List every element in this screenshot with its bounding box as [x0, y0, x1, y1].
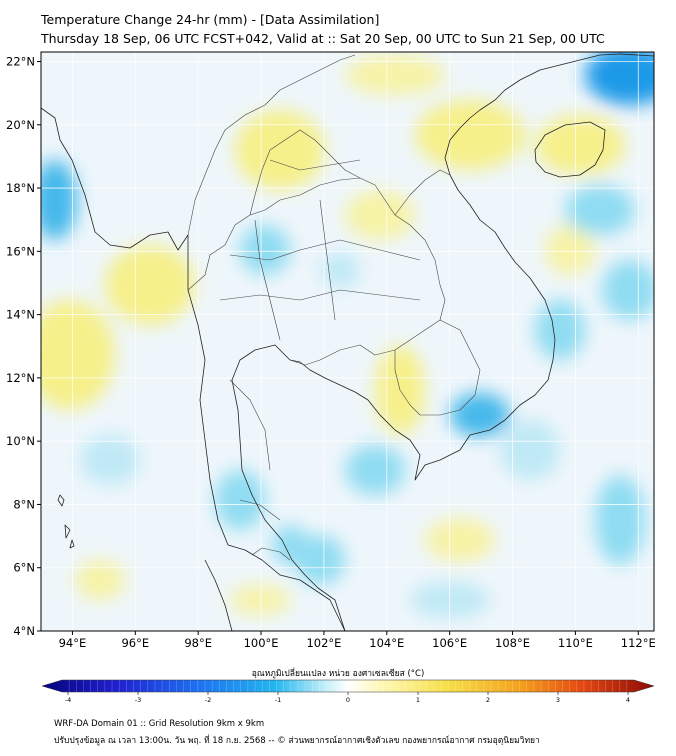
lat-label: 8°N — [13, 497, 35, 511]
lon-label: 100°E — [244, 636, 279, 650]
plot-frame — [40, 51, 655, 632]
province-lines-2 — [219, 289, 421, 301]
lat-label: 20°N — [6, 118, 35, 132]
myanmar-border — [187, 54, 356, 236]
warm-area-scs — [545, 225, 595, 275]
colorbar-tick-label: -1 — [275, 696, 281, 704]
cool-area-scs-south — [500, 420, 560, 480]
latitude-axis: 22°N 20°N 18°N 16°N 14°N 12°N 10°N 8°N 6°N 4°N — [6, 54, 41, 638]
footer-model-info: WRF-DA Domain 01 :: Grid Resolution 9km … — [54, 719, 265, 729]
colorbar-tick-label: 4 — [626, 696, 630, 704]
cambodia-border — [394, 319, 481, 416]
lon-label: 98°E — [184, 636, 212, 650]
map-title: Temperature Change 24-hr (mm) - [Data As… — [41, 12, 380, 27]
cool-area-central — [240, 225, 290, 275]
cool-area-isan — [320, 252, 360, 288]
colorbar-ticks: -4 -3 -2 -1 0 1 2 3 4 — [65, 692, 630, 704]
lat-label: 14°N — [6, 308, 35, 322]
lon-label: 110°E — [558, 636, 593, 650]
lat-label: 4°N — [13, 624, 35, 638]
warm-area-south — [425, 518, 495, 562]
colorbar-tick-label: 0 — [346, 696, 350, 704]
gulf-thailand-coast — [231, 53, 654, 631]
map-subtitle: Thursday 18 Sep, 06 UTC FCST+042, Valid … — [41, 31, 605, 46]
island-2 — [64, 524, 71, 539]
province-lines-7 — [269, 159, 361, 171]
island-3 — [69, 539, 75, 549]
warm-area-north — [235, 110, 325, 190]
colorbar-gradient — [41, 679, 655, 693]
thailand-border — [187, 177, 446, 366]
lon-label: 106°E — [432, 636, 467, 650]
lon-label: 104°E — [369, 636, 404, 650]
cool-area-se — [595, 475, 645, 565]
colorbar-tick-label: 2 — [486, 696, 490, 704]
lat-label: 10°N — [6, 434, 35, 448]
province-lines-3 — [254, 219, 281, 341]
warm-area-hainan — [535, 115, 625, 175]
colorbar-tick-label: 1 — [416, 696, 420, 704]
cool-area-mekong — [450, 393, 510, 437]
coastlines — [41, 53, 654, 631]
warm-area-myanmar-coast — [105, 245, 195, 325]
cool-area-ne — [585, 52, 654, 105]
lon-label: 102°E — [306, 636, 341, 650]
lon-label: 94°E — [59, 636, 87, 650]
colorbar-tick-label: -4 — [65, 696, 71, 704]
cool-area-andaman-south — [80, 435, 140, 485]
warm-area-andaman — [41, 300, 115, 410]
colorbar-tick-label: -2 — [205, 696, 211, 704]
temperature-change-field — [41, 52, 654, 631]
province-lines-4 — [319, 199, 336, 321]
colorbar-label: อุณหภูมิเปลี่ยนแปลง หน่วย องศาเซลเซียส (… — [251, 669, 425, 679]
mainland-coastline — [41, 107, 346, 631]
warm-area-laos — [345, 190, 415, 240]
colorbar: -4 -3 -2 -1 0 1 2 3 4 — [41, 679, 655, 704]
cool-area-vietnam-coast — [535, 300, 585, 360]
cool-area-scs-north — [565, 185, 635, 235]
cool-area-malay — [295, 535, 345, 585]
province-lines-1 — [229, 239, 421, 261]
colorbar-tick-label: 3 — [556, 696, 560, 704]
lat-label: 12°N — [6, 371, 35, 385]
lon-label: 112°E — [621, 636, 656, 650]
island-1 — [57, 494, 65, 507]
warm-area-gulf-tonkin — [415, 100, 525, 170]
colorbar-tick-label: -3 — [135, 696, 141, 704]
warm-area-sw — [75, 560, 125, 600]
gridlines — [41, 52, 654, 631]
cool-area-west — [41, 160, 77, 240]
cool-area-scs-east — [602, 260, 654, 320]
vietnam-border — [394, 169, 451, 216]
lat-label: 18°N — [6, 181, 35, 195]
laos-border — [249, 129, 361, 216]
lon-label: 96°E — [121, 636, 149, 650]
malay-east-coast — [204, 559, 233, 631]
lat-label: 6°N — [13, 561, 35, 575]
province-lines-5 — [229, 379, 271, 471]
cool-area-gulf-south — [345, 445, 405, 495]
warm-area-malay — [230, 585, 290, 615]
lat-label: 16°N — [6, 244, 35, 258]
province-lines-6 — [239, 499, 281, 521]
warm-area-china — [345, 55, 445, 95]
hainan-coastline — [534, 121, 606, 178]
lat-label: 22°N — [6, 54, 35, 68]
malay-border — [251, 547, 291, 561]
footer-credit: ปรับปรุงข้อมูล ณ เวลา 13:00น. วัน พฤ. ที… — [54, 736, 540, 746]
longitude-axis: 94°E 96°E 98°E 100°E 102°E 104°E 106°E 108°E 110… — [59, 631, 656, 650]
political-boundaries — [187, 54, 481, 561]
lon-label: 108°E — [495, 636, 530, 650]
